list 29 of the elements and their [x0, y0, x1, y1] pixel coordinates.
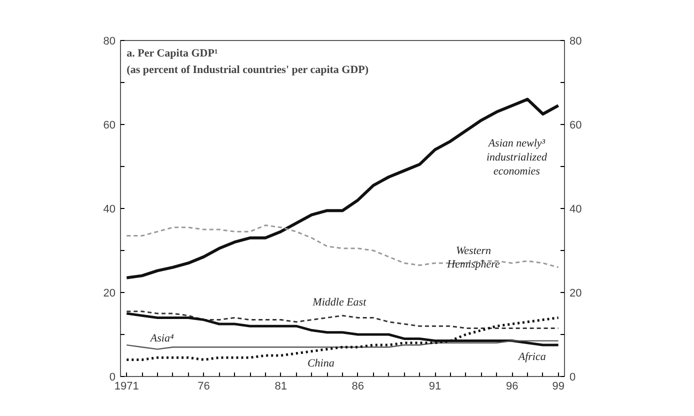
series-label: Africa — [517, 351, 546, 364]
x-tick-label: 86 — [352, 380, 364, 392]
text: (as percent of Industrial countries' per capita GDP) — [126, 64, 369, 76]
line-series — [125, 98, 560, 280]
x-tick-label: 76 — [198, 380, 210, 392]
x-tick-label: 1971 — [114, 380, 139, 392]
y-tick-label: 80 — [103, 36, 116, 48]
series-label: Middle East — [312, 296, 368, 308]
y2-tick-label: 20 — [570, 288, 582, 300]
line-series — [126, 340, 559, 350]
series-label: Asian newly³ industrialized economies — [486, 138, 548, 178]
y-tick-label: 40 — [103, 204, 116, 216]
y2-tick-label: 80 — [570, 36, 582, 48]
series-label: Asia⁴ — [149, 332, 174, 345]
y-tick-label: 0 — [109, 372, 116, 384]
series-label: China — [307, 357, 335, 370]
y-tick-label: 20 — [103, 288, 116, 300]
y-tick-label: 60 — [103, 120, 116, 132]
y2-tick-label: 0 — [570, 372, 576, 384]
text: a. Per Capita GDP¹ — [126, 47, 218, 60]
x-tick-label: 96 — [506, 380, 518, 392]
x-tick-label: 99 — [552, 380, 564, 392]
y2-tick-label: 40 — [570, 204, 582, 216]
series-label: Western Hemisphere — [446, 244, 500, 271]
line-series — [126, 310, 560, 329]
line-series — [126, 224, 560, 268]
y2-tick-label: 60 — [570, 120, 582, 132]
x-tick-label: 81 — [274, 380, 287, 392]
x-tick-label: 91 — [428, 380, 442, 392]
